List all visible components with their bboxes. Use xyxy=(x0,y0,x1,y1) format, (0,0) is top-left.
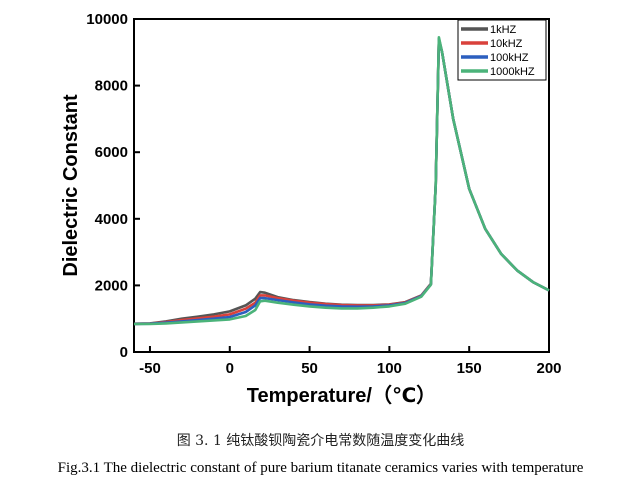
series-line-1000kHZ xyxy=(134,36,550,326)
legend-label-1000kHZ: 1000kHZ xyxy=(490,66,535,78)
y-tick-label: 10000 xyxy=(86,11,128,28)
legend-label-100kHZ: 100kHZ xyxy=(490,52,529,64)
y-tick-label: 8000 xyxy=(95,78,128,95)
legend: 1kHZ 10kHZ 100kHZ 1000kHZ xyxy=(457,19,547,81)
x-tick-label: 200 xyxy=(536,360,561,377)
legend-label-10kHZ: 10kHZ xyxy=(490,38,523,50)
x-axis-title: Temperature/（℃） xyxy=(247,384,436,407)
y-tick-label: 4000 xyxy=(95,211,128,228)
x-tick-label: 0 xyxy=(226,360,234,377)
x-tick-label: 150 xyxy=(457,360,482,377)
x-tick-label: -50 xyxy=(139,360,161,377)
figure-caption-english: Fig.3.1 The dielectric constant of pure … xyxy=(57,460,584,476)
series-line-1kHZ xyxy=(133,37,550,325)
y-tick-label: 6000 xyxy=(95,144,128,161)
x-tick-label: 50 xyxy=(301,360,318,377)
y-axis-title: Dielectric Constant xyxy=(60,94,82,277)
y-tick-label: 2000 xyxy=(95,277,128,294)
plot-area xyxy=(133,18,550,353)
series-line-100kHZ xyxy=(133,37,550,326)
x-tick-label: 100 xyxy=(377,360,402,377)
legend-label-1kHZ: 1kHZ xyxy=(490,24,517,36)
series-layer xyxy=(133,36,550,326)
figure-caption-chinese: 图 3. 1 纯钛酸钡陶瓷介电常数随温度变化曲线 xyxy=(176,433,465,449)
y-tick-label: 0 xyxy=(120,344,128,361)
series-line-10kHZ xyxy=(133,37,550,326)
plot-frame xyxy=(133,18,550,353)
